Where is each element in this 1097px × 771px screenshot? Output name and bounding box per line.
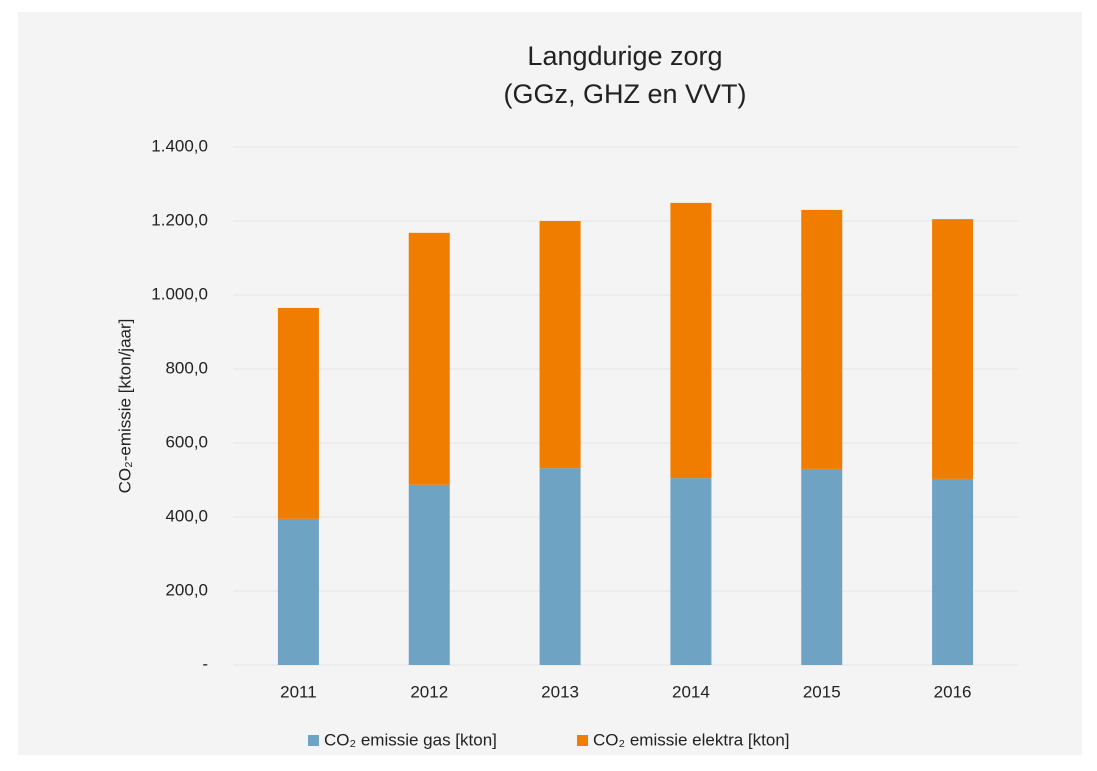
bar-segment [801, 468, 843, 665]
x-tick-label: 2011 [280, 682, 317, 701]
y-tick-label: 1.000,0 [151, 284, 208, 303]
bar-segment [801, 209, 843, 469]
bar-segment [670, 202, 712, 479]
chart-title: Langdurige zorg [527, 41, 722, 71]
bar-segment [670, 478, 712, 665]
y-tick-label: 800,0 [165, 358, 208, 377]
x-tick-label: 2015 [803, 682, 841, 701]
bar-segment [932, 219, 974, 479]
y-tick-label: 600,0 [165, 432, 208, 451]
y-tick-label: 1.400,0 [151, 136, 208, 155]
y-tick-label: 200,0 [165, 580, 208, 599]
bar-segment [932, 478, 974, 665]
bar-segment [277, 518, 319, 665]
bar-segment [277, 307, 319, 519]
legend-swatch [577, 735, 588, 746]
y-tick-label: 1.200,0 [151, 210, 208, 229]
bar-segment [539, 468, 581, 665]
x-tick-label: 2016 [934, 682, 972, 701]
x-tick-label: 2014 [672, 682, 710, 701]
legend-swatch [308, 735, 319, 746]
bar-segment [539, 221, 581, 469]
chart-subtitle: (GGz, GHZ en VVT) [503, 79, 746, 109]
bar-segment [408, 232, 450, 485]
bar-segment [408, 484, 450, 665]
x-tick-label: 2013 [541, 682, 579, 701]
legend-label: CO₂ emissie gas [kton] [324, 730, 497, 749]
x-tick-label: 2012 [410, 682, 448, 701]
legend-label: CO₂ emissie elektra [kton] [593, 730, 790, 749]
y-axis-label: CO₂-emissie [kton/jaar] [115, 319, 134, 494]
y-tick-label: - [202, 654, 208, 673]
y-tick-label: 400,0 [165, 506, 208, 525]
